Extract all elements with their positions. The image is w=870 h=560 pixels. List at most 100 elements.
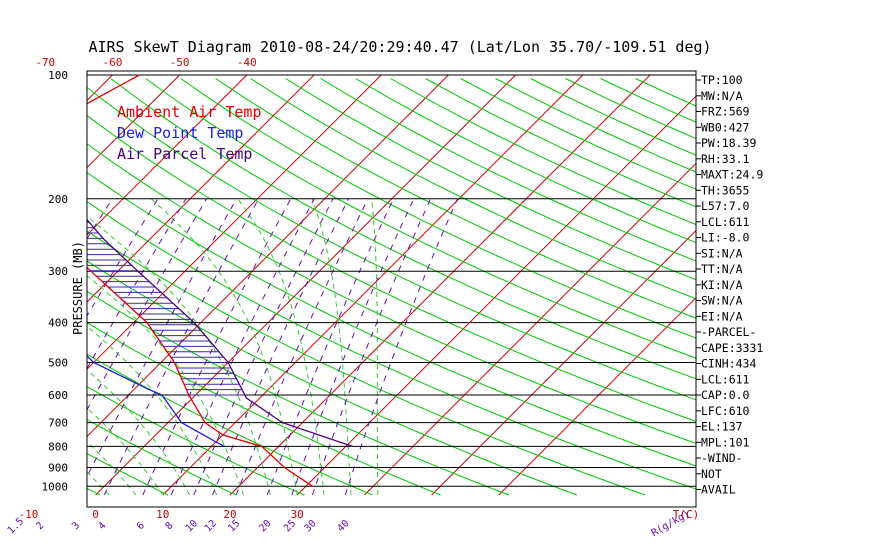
stability-index-label: LCL:611 xyxy=(701,372,750,386)
stability-index-label: TH:3655 xyxy=(701,183,749,197)
top-temp-tick-label: -40 xyxy=(237,56,257,69)
mixing-ratio-line xyxy=(0,199,17,495)
mixing-ratio-line xyxy=(87,198,187,370)
pressure-tick-label: 500 xyxy=(48,357,68,370)
pressure-tick-label: 800 xyxy=(48,440,68,453)
bottom-temp-tick-label: 0 xyxy=(92,508,99,521)
chart-title: AIRS SkewT Diagram 2010-08-24/20:29:40.4… xyxy=(88,38,711,56)
plot-frame xyxy=(86,70,697,508)
moist-adiabat-line xyxy=(87,215,271,496)
pressure-tick-label: 900 xyxy=(48,462,68,475)
isotherm-line xyxy=(229,74,651,496)
bottom-temp-unit-label: T(C) xyxy=(673,508,700,521)
moist-adiabat-line xyxy=(237,198,325,496)
moist-adiabat-line xyxy=(311,198,352,496)
dry-adiabat-line xyxy=(87,230,646,496)
stability-index-label: EL:137 xyxy=(701,420,743,434)
mixing-ratio-line xyxy=(87,198,238,478)
isotherm-line xyxy=(364,162,696,496)
stability-index-label: AVAIL xyxy=(701,483,736,497)
stability-index-label: WB0:427 xyxy=(701,120,750,134)
isotherm-line xyxy=(296,95,696,496)
dry-adiabat-line xyxy=(87,143,696,445)
top-temp-tick-label: -50 xyxy=(170,56,190,69)
bottom-temp-tick-label: 20 xyxy=(223,508,236,521)
stability-index-label: -PARCEL- xyxy=(701,325,756,339)
stability-index-label: TP:100 xyxy=(701,73,743,87)
stability-index-label: TT:N/A xyxy=(701,262,743,276)
isotherm-line xyxy=(431,229,696,496)
moist-adiabat-line xyxy=(87,275,244,496)
dry-adiabat-line xyxy=(87,419,237,496)
bottom-temp-tick-label: 10 xyxy=(156,508,169,521)
dry-adiabat-line xyxy=(0,79,32,496)
mixing-ratio-label: 4 xyxy=(97,520,109,532)
y-axis-label: PRESSURE (MB) xyxy=(71,241,85,335)
mixing-ratio-label: 20 xyxy=(257,518,273,534)
ambient-temp-series xyxy=(87,74,313,487)
stability-index-label: RH:33.1 xyxy=(701,152,750,166)
mixing-ratio-line xyxy=(142,198,292,496)
dry-adiabat-line xyxy=(425,78,696,208)
isotherm-line xyxy=(87,74,248,236)
legend: Ambient Air Temp Dew Point Temp Air Parcel… xyxy=(117,103,262,163)
dry-adiabat-line xyxy=(87,321,441,496)
mixing-ratio-line xyxy=(170,198,315,496)
top-temp-tick-label: -70 xyxy=(35,56,55,69)
isotherm-line xyxy=(87,74,113,102)
isotherm-line xyxy=(0,75,45,495)
stability-index-label: CAP:0.0 xyxy=(701,388,750,402)
isotherm-line xyxy=(87,74,449,438)
dry-adiabat-line xyxy=(87,114,696,423)
mixing-ratio-label: 40 xyxy=(335,518,351,534)
mixing-ratio-line xyxy=(291,198,415,496)
stability-index-label: NOT xyxy=(701,467,722,481)
moist-adiabat-line xyxy=(0,199,82,495)
mixing-ratio-label: 8 xyxy=(163,520,175,532)
moist-adiabat-line xyxy=(87,369,191,496)
pressure-tick-label: 600 xyxy=(48,389,68,402)
stability-index-label: CINH:434 xyxy=(701,357,756,371)
stability-index-label: SW:N/A xyxy=(701,294,743,308)
plot-border xyxy=(86,70,697,508)
pressure-tick-label: 400 xyxy=(48,317,68,330)
dry-adiabat-line xyxy=(110,78,696,380)
dry-adiabat-line xyxy=(87,386,305,496)
top-temp-tick-label: -60 xyxy=(102,56,122,69)
pressure-tick-label: 1000 xyxy=(42,480,69,493)
moist-adiabat-line xyxy=(87,407,164,496)
stability-index-label: MAXT:24.9 xyxy=(701,168,763,182)
mixing-ratio-label: 6 xyxy=(135,520,147,532)
stability-index-label: MPL:101 xyxy=(701,435,750,449)
dewpoint-temp-series xyxy=(87,355,226,447)
mixing-ratio-label: 12 xyxy=(203,518,219,534)
stability-index-label: KI:N/A xyxy=(701,278,743,292)
dry-adiabat-line xyxy=(180,78,696,339)
stability-index-label: LCL:611 xyxy=(701,215,750,229)
legend-entry: Dew Point Temp xyxy=(117,124,243,142)
stability-index-label: -WIND- xyxy=(701,451,743,465)
stability-index-label: LI:-8.0 xyxy=(701,231,750,245)
plot-area xyxy=(0,74,696,496)
moist-adiabat-line xyxy=(371,198,379,495)
bottom-temp-tick-label: 30 xyxy=(291,508,304,521)
stability-index-label: LFC:610 xyxy=(701,404,750,418)
dry-adiabat-line xyxy=(355,78,696,244)
mixing-ratio-unit-label: R(g/kg) xyxy=(650,509,692,540)
dry-adiabat-line xyxy=(320,78,696,262)
stability-index-label: CAPE:3331 xyxy=(701,341,763,355)
dry-adiabat-line xyxy=(87,453,169,496)
dry-adiabat-line xyxy=(250,78,696,300)
dry-adiabat-line xyxy=(215,78,696,319)
moist-adiabat-line xyxy=(150,198,298,496)
dry-adiabat-line xyxy=(145,78,696,359)
mixing-ratio-line xyxy=(344,198,458,496)
mixing-ratio-line xyxy=(235,198,369,496)
stability-index-label: MW:N/A xyxy=(701,89,743,103)
parcel-temp-series xyxy=(87,218,353,448)
mixing-ratio-line xyxy=(266,198,395,496)
legend-entry: Ambient Air Temp xyxy=(117,103,262,121)
legend-entry: Air Parcel Temp xyxy=(117,145,252,163)
dry-adiabat-line xyxy=(87,200,696,490)
